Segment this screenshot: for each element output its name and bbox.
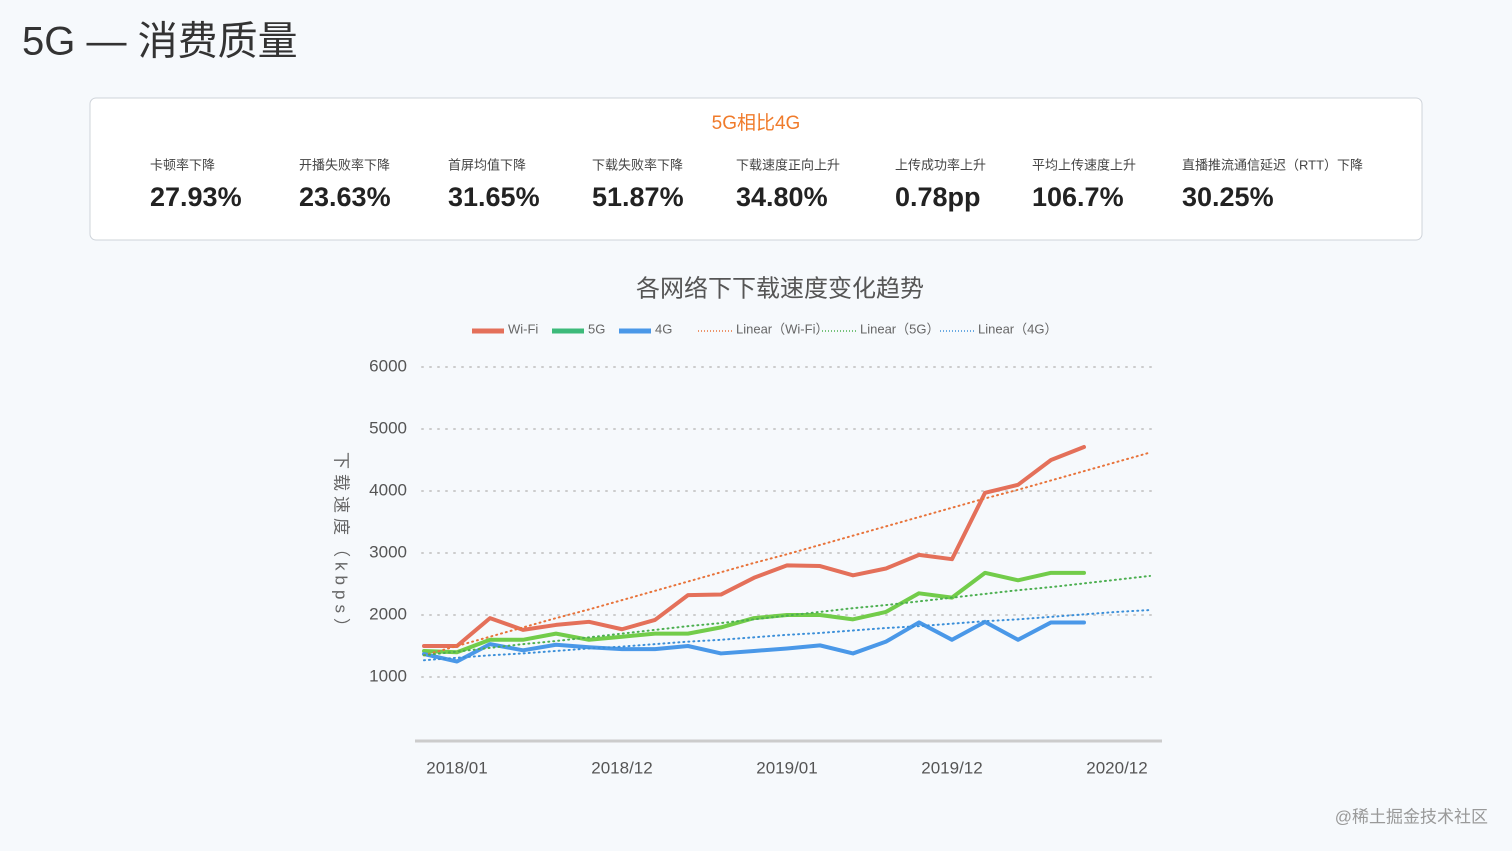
y-axis-label: 下载速度（kbps） <box>332 452 351 640</box>
stat-value: 106.7% <box>1032 182 1124 212</box>
legend-label: 5G <box>588 321 605 336</box>
stat-value: 51.87% <box>592 182 684 212</box>
legend-label: Linear（5G） <box>860 321 939 336</box>
summary-title: 5G相比4G <box>712 112 801 134</box>
x-tick-label: 2018/12 <box>591 758 652 777</box>
stat-label: 平均上传速度上升 <box>1032 157 1136 172</box>
stat-value: 23.63% <box>299 182 391 212</box>
trend-line <box>423 574 1151 657</box>
legend-label: Wi-Fi <box>508 321 538 336</box>
stat-label: 下载失败率下降 <box>592 157 683 172</box>
x-tick-label: 2019/01 <box>756 758 817 777</box>
series-line <box>422 444 1086 648</box>
x-tick-label: 2018/01 <box>426 758 487 777</box>
y-tick-label: 5000 <box>369 418 407 437</box>
trend-line <box>423 609 1151 662</box>
page-title: 5G — 消费质量 <box>22 20 298 64</box>
stat-label: 卡顿率下降 <box>150 157 215 172</box>
legend-label: Linear（Wi-Fi） <box>736 321 828 336</box>
legend-label: Linear（4G） <box>978 321 1057 336</box>
y-tick-label: 1000 <box>369 666 407 685</box>
stat-value: 34.80% <box>736 182 828 212</box>
watermark: @稀土掘金技术社区 <box>1335 807 1488 826</box>
legend-label: 4G <box>655 321 672 336</box>
series-line <box>422 619 1086 664</box>
series-line <box>422 570 1086 655</box>
y-tick-label: 6000 <box>369 356 407 375</box>
y-tick-label: 2000 <box>369 604 407 623</box>
stat-value: 30.25% <box>1182 182 1274 212</box>
stat-label: 直播推流通信延迟（RTT）下降 <box>1182 157 1363 172</box>
chart-title: 各网络下下载速度变化趋势 <box>636 275 924 302</box>
x-tick-label: 2020/12 <box>1086 758 1147 777</box>
stat-label: 开播失败率下降 <box>299 157 390 172</box>
trend-line <box>423 451 1151 657</box>
stat-label: 上传成功率上升 <box>895 157 986 172</box>
y-tick-label: 4000 <box>369 480 407 499</box>
summary-panel <box>89 97 1423 241</box>
stat-value: 31.65% <box>448 182 540 212</box>
stat-value: 0.78pp <box>895 182 981 212</box>
stat-value: 27.93% <box>150 182 242 212</box>
stat-label: 下载速度正向上升 <box>736 157 840 172</box>
x-tick-label: 2019/12 <box>921 758 982 777</box>
stat-label: 首屏均值下降 <box>448 157 526 172</box>
y-tick-label: 3000 <box>369 542 407 561</box>
